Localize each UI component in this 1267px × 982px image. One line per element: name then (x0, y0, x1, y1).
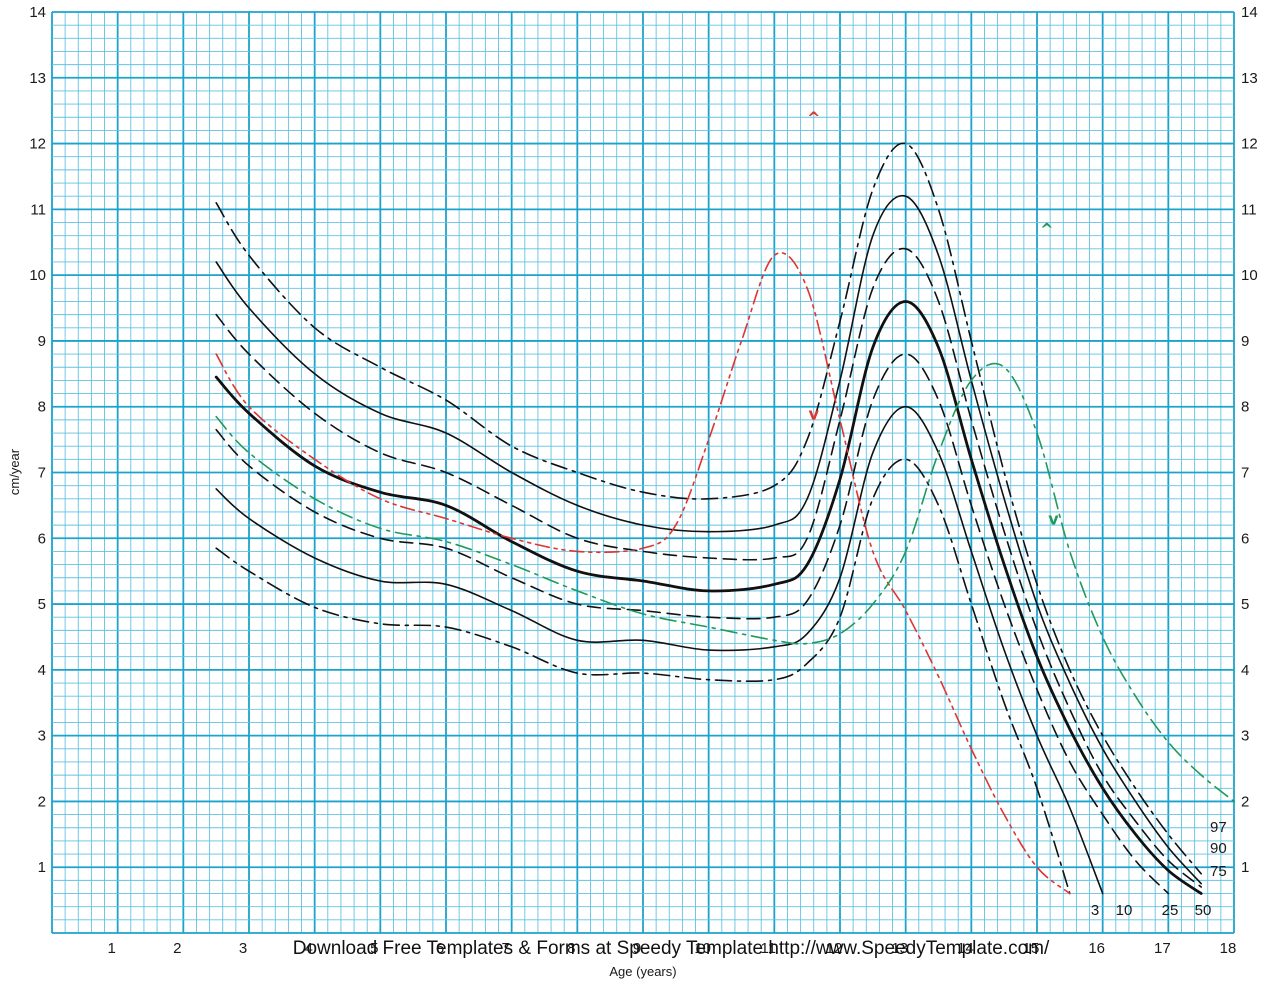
y-tick-right: 2 (1241, 793, 1249, 810)
x-tick: 9 (633, 940, 641, 957)
series-line-p25 (215, 353, 1170, 895)
x-tick: 3 (239, 940, 247, 957)
y-tick-right: 5 (1241, 596, 1249, 613)
y-tick-right: 1 (1241, 859, 1249, 876)
x-tick: 16 (1088, 940, 1105, 957)
percentile-label-25: 25 (1162, 902, 1179, 919)
y-tick-left: 8 (38, 399, 46, 416)
y-tick-left: 13 (29, 70, 46, 87)
series-line-8 (215, 252, 1071, 895)
percentile-label-3: 3 (1091, 902, 1099, 919)
x-tick: 18 (1220, 940, 1237, 957)
watermark-text: Download Free Templates & Forms at Speed… (293, 938, 1050, 959)
x-tick: 17 (1154, 940, 1171, 957)
chart-series (214, 142, 1235, 895)
chart-markers: ^ v ^ v (807, 108, 1059, 528)
y-tick-right: 9 (1241, 333, 1249, 350)
series-line-p90 (215, 194, 1202, 885)
peak-down-marker: v (1048, 510, 1059, 529)
y-tick-left: 2 (38, 793, 46, 810)
y-tick-left: 4 (38, 662, 46, 679)
x-tick: 11 (761, 940, 777, 957)
y-tick-right: 11 (1241, 201, 1257, 218)
x-tick: 15 (1023, 940, 1040, 957)
x-tick: 1 (107, 940, 115, 957)
y-tick-right: 3 (1241, 728, 1249, 745)
y-tick-left: 5 (38, 596, 46, 613)
y-tick-right: 7 (1241, 465, 1249, 482)
percentile-label-50: 50 (1195, 902, 1212, 919)
percentile-label-97: 97 (1210, 819, 1227, 836)
series-line-p97 (215, 142, 1202, 875)
y-axis-title: cm/year (7, 448, 22, 495)
x-tick: 12 (826, 940, 843, 957)
x-tick: 10 (694, 940, 711, 957)
x-tick: 8 (567, 940, 575, 957)
percentile-label-10: 10 (1116, 902, 1133, 919)
percentile-label-90: 90 (1210, 840, 1227, 857)
percentile-labels: 97 90 75 3 10 25 50 (1091, 819, 1227, 919)
percentile-label-75: 75 (1210, 863, 1227, 880)
y-tick-left: 3 (38, 728, 46, 745)
series-line-p3 (215, 458, 1071, 895)
x-tick: 13 (891, 940, 908, 957)
x-tick: 14 (957, 940, 974, 957)
y-tick-left: 14 (29, 4, 46, 21)
y-tick-right: 13 (1241, 70, 1258, 87)
peak-down-marker: v (809, 404, 820, 423)
y-tick-right: 8 (1241, 399, 1249, 416)
peak-up-marker: ^ (807, 108, 820, 127)
series-line-p75 (215, 247, 1202, 888)
series-line-p50 (214, 300, 1203, 895)
x-tick: 4 (304, 940, 312, 957)
x-tick: 7 (501, 940, 509, 957)
y-tick-right: 10 (1241, 267, 1258, 284)
y-tick-left: 1 (38, 859, 46, 876)
y-tick-right: 6 (1241, 530, 1249, 547)
y-tick-right: 4 (1241, 662, 1249, 679)
y-tick-right: 12 (1241, 136, 1258, 153)
peak-up-marker: ^ (1040, 220, 1053, 239)
y-tick-left: 9 (38, 333, 46, 350)
x-axis-title: Age (years) (609, 964, 676, 979)
y-tick-left: 11 (30, 201, 46, 218)
y-tick-left: 7 (38, 465, 46, 482)
series-line-p10 (215, 405, 1104, 895)
chart-grid (51, 11, 1235, 934)
x-tick: 5 (370, 940, 378, 957)
x-tick: 2 (173, 940, 181, 957)
x-tick: 6 (436, 940, 444, 957)
y-tick-left: 6 (38, 530, 46, 547)
y-tick-right: 14 (1241, 4, 1258, 21)
y-tick-left: 10 (29, 267, 46, 284)
y-tick-left: 12 (29, 136, 46, 153)
